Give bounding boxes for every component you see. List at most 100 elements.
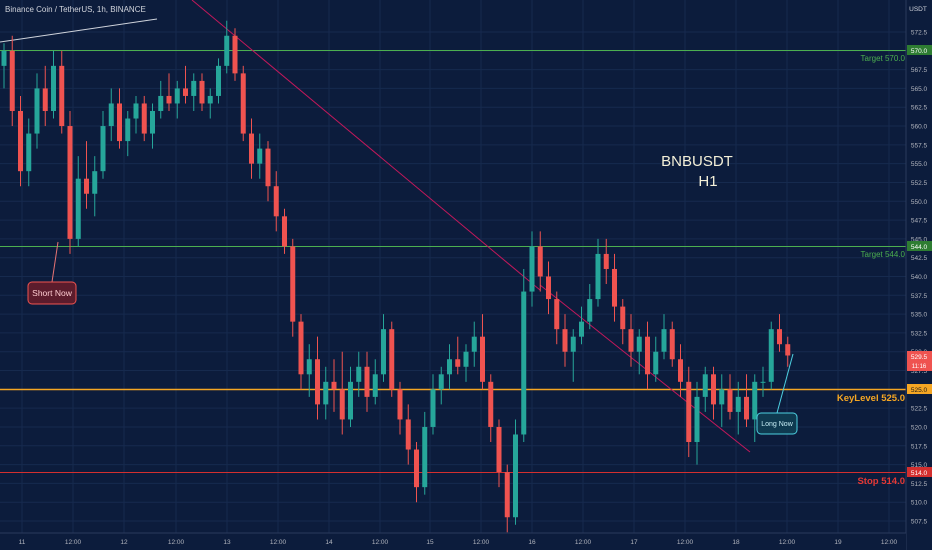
candle[interactable] — [323, 366, 329, 420]
candle[interactable] — [628, 314, 634, 367]
candle[interactable] — [282, 208, 287, 254]
candle[interactable] — [661, 314, 667, 360]
candle[interactable] — [51, 50, 56, 119]
candle[interactable] — [26, 118, 32, 187]
candle[interactable] — [595, 238, 601, 307]
candle[interactable] — [711, 366, 716, 420]
candle[interactable] — [405, 404, 411, 465]
time-axis[interactable]: 11 12:00 12 12:00 13 12:00 14 12:00 15 12:00 16 12:… — [0, 532, 906, 550]
candle[interactable] — [34, 73, 40, 149]
candle[interactable] — [92, 156, 98, 217]
downtrend-line[interactable] — [191, 0, 541, 291]
candle[interactable] — [372, 359, 378, 405]
candle[interactable] — [100, 110, 106, 179]
candle[interactable] — [67, 110, 73, 254]
candle[interactable] — [562, 314, 568, 367]
candle[interactable] — [1, 43, 7, 89]
candle[interactable] — [265, 141, 271, 202]
candle[interactable] — [298, 314, 304, 390]
candle[interactable] — [397, 381, 403, 435]
candle[interactable] — [455, 336, 461, 375]
candle[interactable] — [735, 381, 741, 435]
candle[interactable] — [529, 231, 535, 307]
candle[interactable] — [513, 419, 518, 525]
candle[interactable] — [249, 118, 254, 179]
candle[interactable] — [587, 284, 593, 330]
candle[interactable] — [216, 58, 221, 104]
candle[interactable] — [579, 306, 584, 345]
candle[interactable] — [612, 253, 617, 322]
candle[interactable] — [430, 374, 436, 435]
candle[interactable] — [636, 329, 642, 375]
candle[interactable] — [331, 359, 337, 412]
candle[interactable] — [108, 88, 114, 142]
candle[interactable] — [669, 321, 675, 367]
price-axis[interactable]: USDT 507.5 510.0 512.5 515.0 517.5 520.0 522.5… — [905, 0, 932, 550]
candle[interactable] — [84, 141, 89, 209]
candle[interactable] — [414, 442, 419, 503]
candle[interactable] — [174, 80, 180, 119]
candle[interactable] — [480, 314, 485, 390]
candle[interactable] — [785, 336, 791, 367]
candle[interactable] — [273, 171, 279, 232]
candle[interactable] — [199, 73, 205, 111]
candle[interactable] — [257, 133, 263, 179]
candle[interactable] — [537, 231, 543, 292]
candle[interactable] — [645, 321, 650, 390]
candle[interactable] — [521, 268, 527, 443]
candle[interactable] — [141, 95, 147, 142]
candle[interactable] — [240, 65, 246, 142]
candle[interactable] — [570, 329, 576, 382]
candle[interactable] — [150, 103, 155, 149]
candle[interactable] — [496, 419, 502, 488]
candle[interactable] — [678, 344, 683, 397]
candle[interactable] — [224, 20, 230, 74]
candle[interactable] — [232, 28, 238, 81]
candle[interactable] — [719, 374, 725, 427]
candle[interactable] — [694, 381, 700, 465]
candle[interactable] — [356, 351, 362, 397]
candle[interactable] — [463, 344, 469, 382]
candle[interactable] — [348, 366, 353, 427]
candle[interactable] — [438, 366, 444, 405]
candle[interactable] — [702, 366, 708, 412]
resistance-line[interactable] — [0, 18, 158, 43]
candle[interactable] — [488, 374, 494, 443]
candle[interactable] — [117, 88, 122, 149]
candle[interactable] — [207, 88, 213, 119]
short-now-callout[interactable] — [27, 281, 77, 305]
candle[interactable] — [9, 35, 15, 127]
candle[interactable] — [777, 314, 782, 352]
candle[interactable] — [768, 321, 774, 390]
candle[interactable] — [422, 411, 428, 495]
candle[interactable] — [686, 366, 692, 458]
candle[interactable] — [447, 344, 452, 390]
candle[interactable] — [381, 314, 386, 382]
candle[interactable] — [760, 366, 766, 397]
candle[interactable] — [18, 95, 23, 187]
candle[interactable] — [364, 351, 370, 412]
candle[interactable] — [620, 299, 626, 345]
candle[interactable] — [75, 156, 81, 247]
candle[interactable] — [554, 291, 560, 345]
candle[interactable] — [603, 238, 609, 285]
candle[interactable] — [158, 80, 164, 119]
long-now-callout[interactable] — [756, 412, 798, 435]
candle[interactable] — [339, 351, 345, 435]
candle[interactable] — [471, 321, 477, 367]
candle[interactable] — [727, 374, 733, 420]
candle[interactable] — [290, 238, 296, 337]
candle[interactable] — [59, 50, 65, 134]
candle[interactable] — [306, 344, 312, 397]
candle[interactable] — [752, 374, 758, 443]
candle[interactable] — [42, 65, 48, 127]
candle[interactable] — [191, 73, 197, 111]
candle[interactable] — [133, 95, 139, 134]
candle[interactable] — [166, 73, 172, 111]
candle[interactable] — [744, 374, 749, 427]
candle[interactable] — [504, 464, 510, 533]
candle[interactable] — [315, 336, 320, 420]
candle[interactable] — [125, 110, 131, 157]
